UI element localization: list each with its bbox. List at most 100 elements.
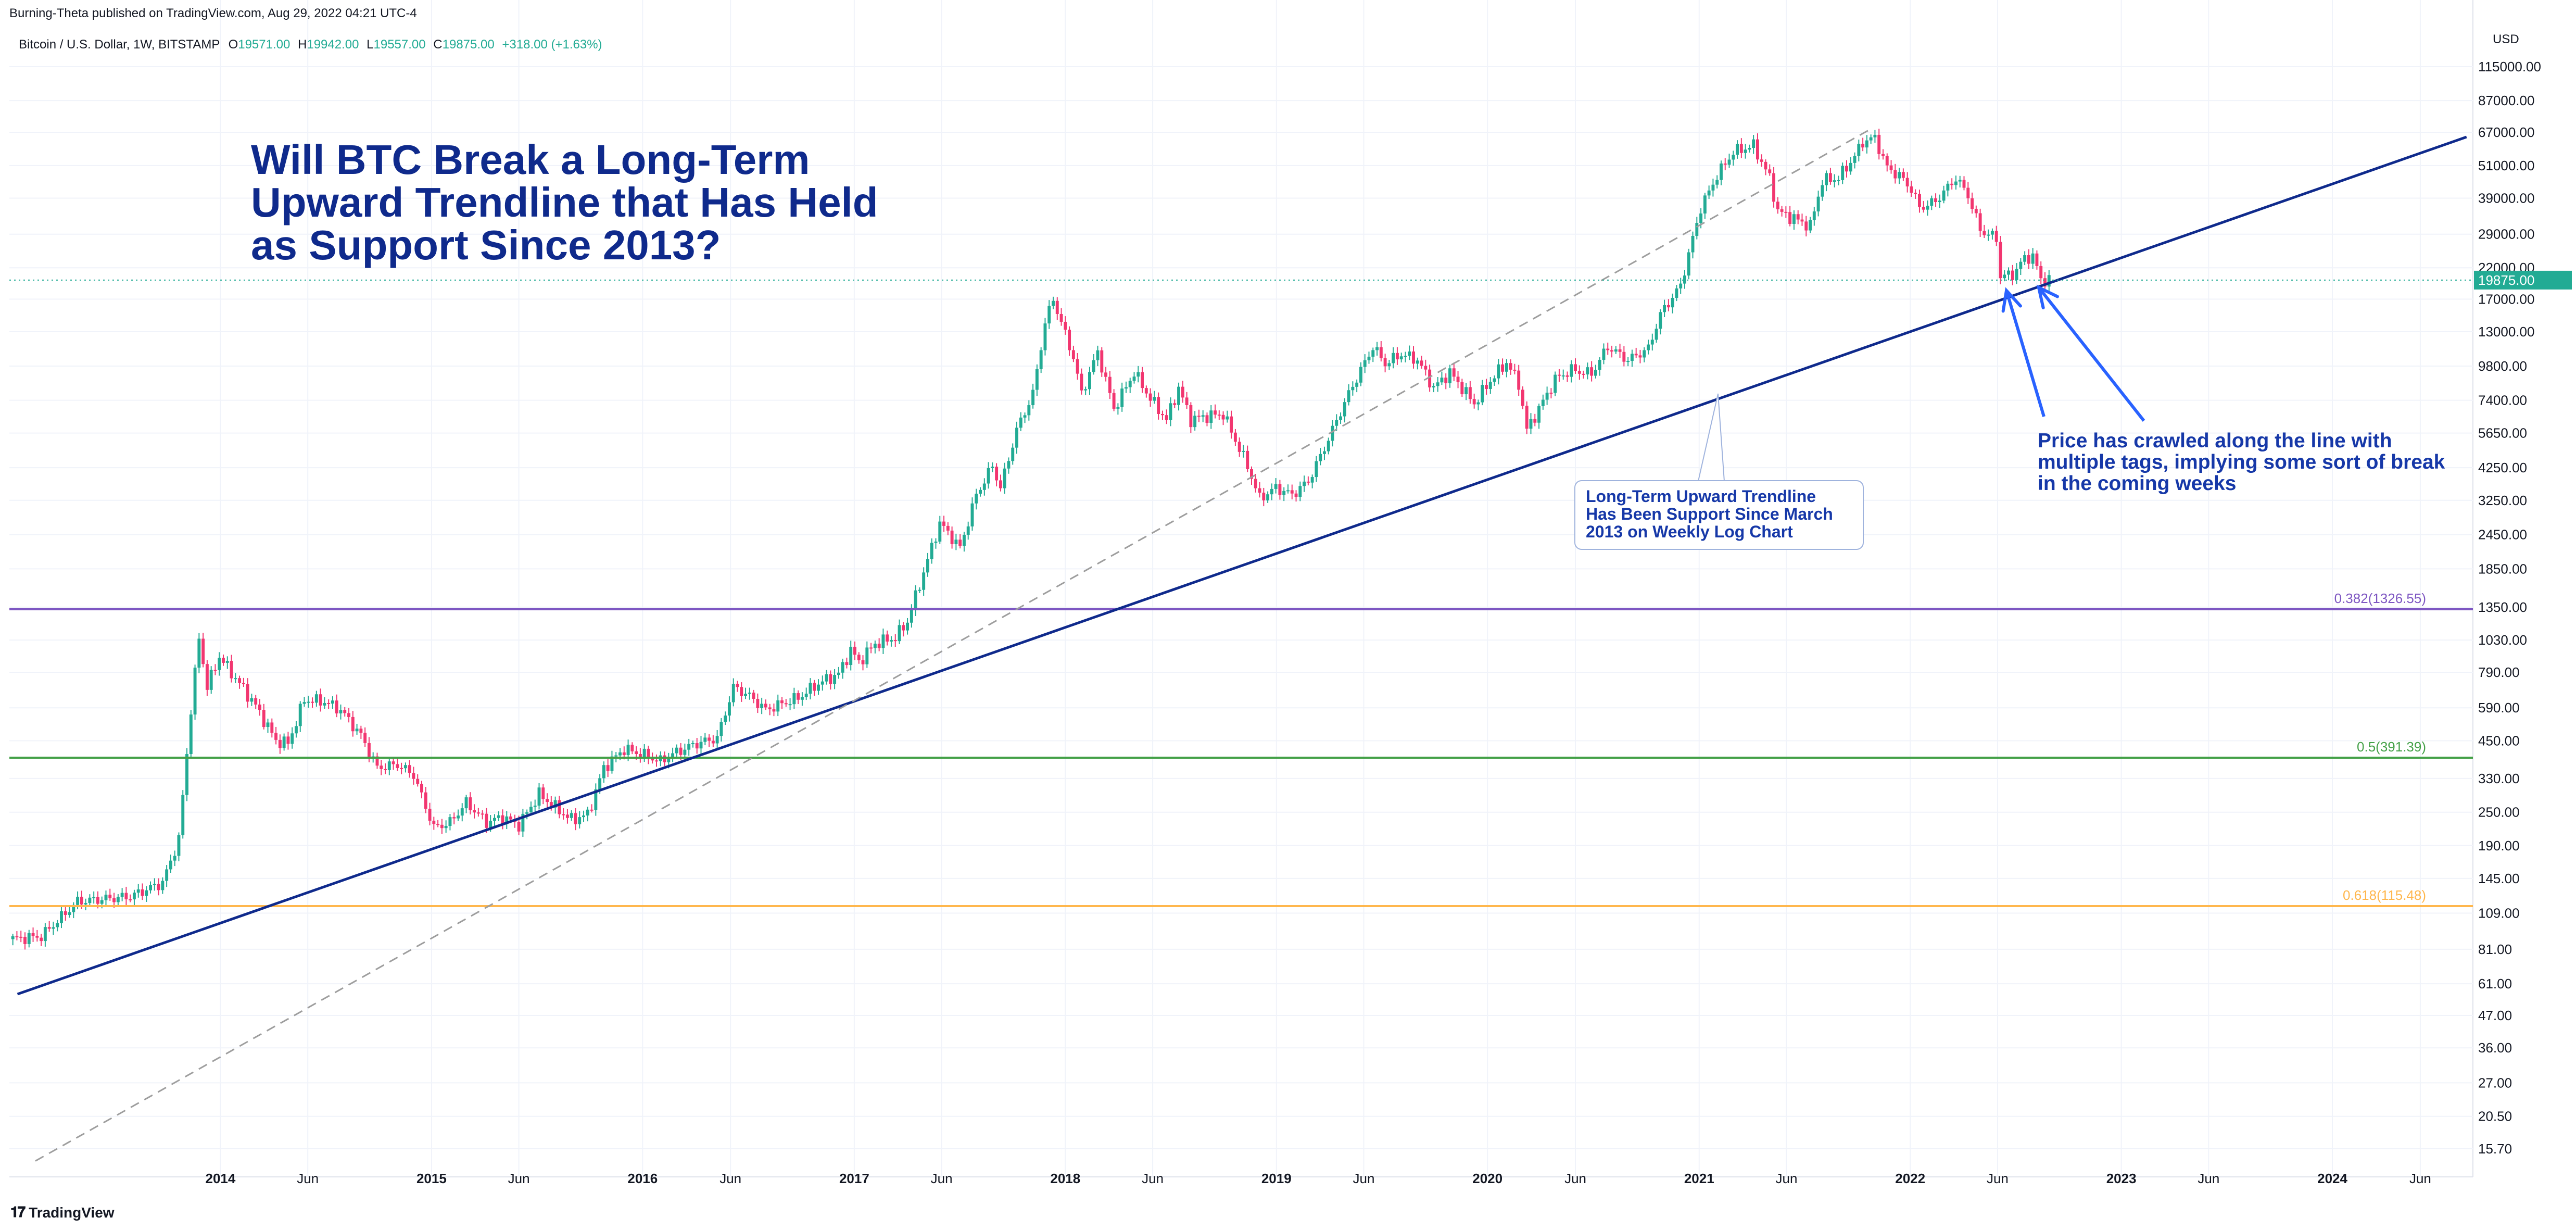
x-tick-label: 2022	[1895, 1171, 1925, 1186]
candle-body	[703, 737, 707, 742]
candle-body	[501, 815, 504, 824]
candle-body	[129, 899, 132, 900]
candle-body	[1052, 300, 1055, 306]
y-tick-label: 29000.00	[2478, 227, 2534, 242]
last-price-value: 19875.00	[2478, 272, 2534, 288]
candle-body	[1383, 358, 1387, 367]
candle-body	[173, 856, 176, 861]
candle-body	[663, 755, 666, 762]
candle-body	[1064, 321, 1067, 330]
candle-body	[553, 800, 557, 808]
candle-body	[1428, 369, 1432, 387]
candle-body	[436, 824, 440, 825]
x-tick-label: 2023	[2106, 1171, 2137, 1186]
headline-line-2: Upward Trendline that Has Held	[251, 179, 878, 225]
candle-body	[440, 824, 444, 829]
candle-body	[655, 760, 658, 762]
candle-body	[1971, 198, 1974, 209]
candle-body	[610, 756, 614, 771]
candle-body	[509, 816, 513, 820]
trendline-callout[interactable]: Long-Term Upward Trendline Has Been Supp…	[1574, 480, 1864, 550]
candle-body	[638, 754, 642, 758]
candle-body	[1084, 389, 1088, 391]
candle-body	[72, 905, 75, 912]
x-tick-label: Jun	[508, 1171, 530, 1186]
candle-body	[396, 764, 399, 768]
candle-body	[1727, 159, 1731, 165]
candle-body	[1812, 211, 1816, 220]
price-axis[interactable]: 115000.00 87000.00 67000.00 51000.00 39000.0…	[2474, 59, 2572, 1157]
candle-body	[695, 743, 699, 749]
candle-body	[19, 936, 23, 938]
candle-body	[96, 897, 99, 904]
candle-body	[1594, 370, 1597, 376]
candle-body	[898, 625, 901, 642]
candle-body	[1387, 363, 1391, 367]
y-tick-label: 15.70	[2478, 1141, 2512, 1157]
candle-body	[999, 480, 1002, 488]
candle-body	[1270, 488, 1273, 495]
candle-body	[424, 792, 427, 809]
candle-body	[574, 813, 577, 824]
candle-body	[797, 693, 800, 700]
candle-body	[1776, 202, 1779, 209]
x-tick-label: 2018	[1050, 1171, 1080, 1186]
candle-body	[922, 572, 926, 590]
price-note[interactable]: Price has crawled along the line with mu…	[2038, 430, 2496, 494]
candle-body	[1003, 468, 1006, 488]
candle-body	[56, 923, 59, 927]
candle-body	[792, 693, 796, 705]
candle-body	[772, 709, 776, 712]
candle-body	[497, 815, 500, 818]
candle-body	[1153, 397, 1156, 401]
candle-body	[1355, 382, 1359, 387]
candle-body	[476, 812, 480, 814]
candle-body	[1137, 372, 1140, 377]
candle-body	[1274, 484, 1278, 489]
candle-body	[457, 815, 460, 819]
candle-body	[100, 900, 104, 904]
candle-body	[1468, 387, 1472, 399]
tradingview-logo-icon: 𝟏𝟕	[10, 1204, 26, 1220]
candle-body	[1768, 169, 1772, 173]
fib-level-label: 0.382(1326.55)	[2334, 591, 2426, 606]
callout-pointer	[1698, 393, 1725, 482]
candle-body	[1323, 451, 1326, 454]
candle-body	[950, 530, 954, 544]
candle-body	[1214, 410, 1217, 415]
y-tick-label: 36.00	[2478, 1040, 2512, 1056]
candle-body	[1549, 393, 1553, 394]
candle-body	[124, 893, 128, 899]
candle-body	[218, 658, 221, 670]
open-label: O	[228, 37, 238, 52]
arrow-to-second-tag	[2037, 286, 2145, 422]
candle-body	[1157, 397, 1160, 414]
candle-body	[165, 869, 169, 881]
tradingview-footer[interactable]: 𝟏𝟕 TradingView	[10, 1204, 115, 1221]
candle-body	[711, 740, 715, 744]
candle-body	[1193, 416, 1197, 428]
candle-body	[428, 808, 432, 821]
candle-body	[274, 733, 278, 740]
candle-body	[1209, 410, 1213, 423]
y-tick-label: 17000.00	[2478, 291, 2534, 307]
candle-body	[80, 896, 83, 905]
candle-body	[1663, 305, 1666, 312]
y-tick-label: 13000.00	[2478, 324, 2534, 340]
close-value: 19875.00	[442, 37, 495, 52]
time-axis[interactable]: 2014 Jun 2015 Jun 2016 Jun 2017 Jun 2018 Jun 2019 J…	[206, 1171, 2431, 1186]
candle-body	[68, 912, 71, 915]
candle-body	[958, 539, 962, 546]
candle-body	[262, 710, 266, 727]
candle-body	[1804, 221, 1808, 231]
candle-body	[1837, 180, 1840, 181]
candle-body	[1950, 183, 1954, 185]
candle-body	[1861, 144, 1865, 148]
candle-body	[112, 898, 116, 902]
candle-body	[995, 467, 999, 481]
candle-body	[1424, 366, 1428, 370]
candle-body	[1315, 461, 1318, 478]
arrow-to-first-tag-head	[2001, 287, 2022, 313]
candle-body	[549, 802, 553, 808]
